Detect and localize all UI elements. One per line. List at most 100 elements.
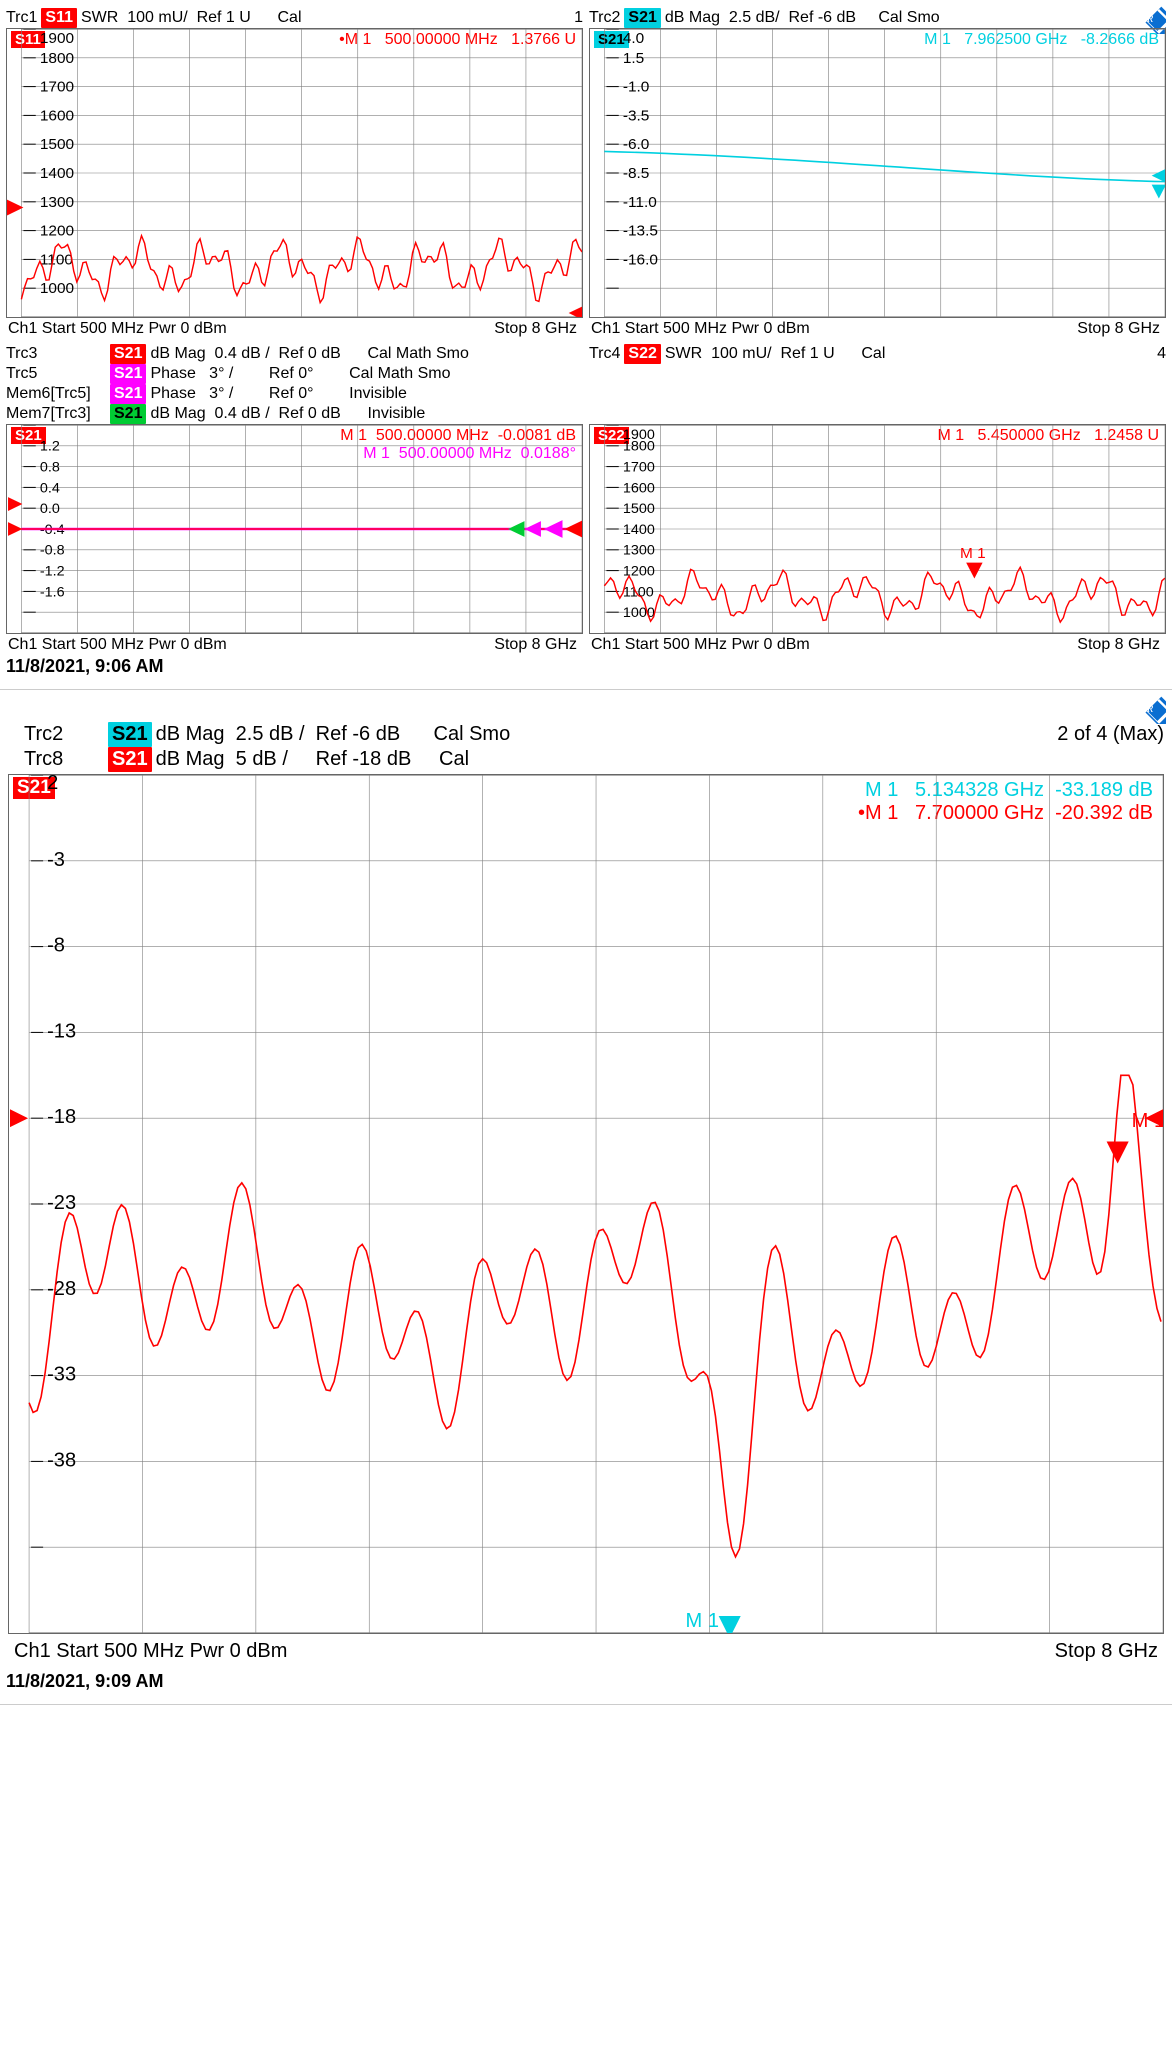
svg-text:-33: -33 — [47, 1364, 76, 1386]
svg-text:M 1: M 1 — [686, 1610, 719, 1632]
trace-settings: SWR 100 mU/ Ref 1 U Cal — [665, 344, 886, 364]
trace-settings: Phase 3° / Ref 0° Cal Math Smo — [150, 364, 450, 384]
svg-text:-38: -38 — [47, 1449, 76, 1471]
s-param-chip[interactable]: S21 — [110, 384, 146, 404]
svg-text:1400: 1400 — [40, 165, 74, 182]
trace-header: Trc2S21dB Mag 2.5 dB / Ref -6 dB Cal Smo… — [24, 722, 1164, 772]
chart-area[interactable]: S21 M 1 7.962500 GHz -8.2666 dB 4.01.5-1… — [589, 28, 1166, 318]
svg-text:1400: 1400 — [623, 521, 655, 537]
panel-s21-dbmag: Trc2 S21 dB Mag 2.5 dB/ Ref -6 dB Cal Sm… — [589, 8, 1166, 338]
chart-svg: 1900 1800 1700 1600 1500 1400 1300 1200 1100 1000 — [7, 29, 582, 317]
svg-text:1000: 1000 — [40, 280, 74, 297]
svg-text:1600: 1600 — [40, 108, 74, 125]
svg-text:-13.5: -13.5 — [623, 223, 658, 240]
trace-header: Trc1 S11 SWR 100 mU/ Ref 1 U Cal 1 — [6, 8, 583, 28]
chart-area[interactable]: S21 M 1 5.134328 GHz -33.189 dB •M 1 7.7… — [8, 774, 1164, 1634]
trace-index: 2 of 4 (Max) — [1057, 722, 1164, 747]
trace-name: Trc5 — [6, 364, 106, 384]
channel-footer: Ch1 Start 500 MHz Pwr 0 dBm Stop 8 GHz — [589, 318, 1166, 338]
svg-text:-18: -18 — [47, 1106, 76, 1128]
trace-settings: dB Mag 0.4 dB / Ref 0 dB Cal Math Smo — [150, 344, 468, 364]
s-param-chip[interactable]: S21 — [624, 8, 660, 28]
svg-text:1.2: 1.2 — [40, 438, 60, 454]
svg-text:1000: 1000 — [623, 604, 655, 620]
screenshot-timestamp: 11/8/2021, 9:06 AM — [0, 654, 1172, 685]
svg-text:1800: 1800 — [623, 438, 655, 454]
panel-s22-swr: Trc4 S22 SWR 100 mU/ Ref 1 U Cal 4 S22 M… — [589, 344, 1166, 654]
trace-settings: dB Mag 2.5 dB / Ref -6 dB Cal Smo — [156, 722, 511, 747]
svg-text:1300: 1300 — [40, 194, 74, 211]
svg-text:0.4: 0.4 — [40, 480, 60, 496]
vna-screenshot-bottom: R Trc2S21dB Mag 2.5 dB / Ref -6 dB Cal S… — [0, 690, 1172, 1705]
svg-text:-8: -8 — [47, 935, 65, 957]
chart-svg: 1.20.80.40.0-0.4-0.8-1.2-1.6 — [7, 425, 582, 633]
svg-text:1100: 1100 — [40, 252, 73, 269]
trace-index: 4 — [1157, 344, 1166, 364]
channel-footer: Ch1 Start 500 MHz Pwr 0 dBm Stop 8 GHz — [0, 1634, 1172, 1669]
svg-text:-13: -13 — [47, 1020, 76, 1042]
chart-area[interactable]: S21 M 1 500.00000 MHz -0.0081 dB M 1 500… — [6, 424, 583, 634]
svg-text:-16.0: -16.0 — [623, 252, 658, 269]
trace-settings: dB Mag 2.5 dB/ Ref -6 dB Cal Smo — [665, 8, 940, 28]
s-param-chip[interactable]: S21 — [110, 364, 146, 384]
s-param-chip[interactable]: S21 — [110, 344, 146, 364]
svg-text:-23: -23 — [47, 1192, 76, 1214]
svg-text:-3.5: -3.5 — [623, 108, 650, 125]
svg-text:-11.0: -11.0 — [623, 194, 657, 211]
trace-header: Trc4 S22 SWR 100 mU/ Ref 1 U Cal 4 — [589, 344, 1166, 424]
s-param-chip[interactable]: S21 — [110, 404, 146, 424]
svg-text:1700: 1700 — [40, 79, 74, 96]
trace-header: Trc2 S21 dB Mag 2.5 dB/ Ref -6 dB Cal Sm… — [589, 8, 1166, 28]
svg-text:1700: 1700 — [623, 459, 655, 475]
chart-svg: 4.0 1.5 -1.0 -3.5 -6.0 -8.5 -11.0 -13.5 -16.0 — [590, 29, 1165, 317]
svg-text:-6.0: -6.0 — [623, 136, 650, 153]
svg-text:R: R — [1146, 14, 1154, 25]
svg-text:1500: 1500 — [40, 136, 74, 153]
svg-text:-0.8: -0.8 — [40, 542, 65, 558]
svg-text:-8.5: -8.5 — [623, 165, 650, 182]
trace-name: Trc1 — [6, 8, 37, 28]
svg-text:1600: 1600 — [623, 480, 655, 496]
panel-s11-swr: Trc1 S11 SWR 100 mU/ Ref 1 U Cal 1 S11 •… — [6, 8, 583, 338]
svg-text:1100: 1100 — [623, 584, 654, 600]
trace-name: Trc3 — [6, 344, 106, 364]
vna-screenshot-top: R Trc1 S11 SWR 100 mU/ Ref 1 U Cal 1 S11… — [0, 0, 1172, 690]
s-param-chip[interactable]: S21 — [108, 722, 152, 747]
chart-area[interactable]: S11 •M 1 500.00000 MHz 1.3766 U 19001800… — [6, 28, 583, 318]
svg-text:1300: 1300 — [623, 542, 655, 558]
trace-index: 1 — [574, 8, 583, 28]
trace-name: Mem7[Trc3] — [6, 404, 106, 424]
trace-settings: SWR 100 mU/ Ref 1 U Cal — [81, 8, 302, 28]
channel-footer: Ch1 Start 500 MHz Pwr 0 dBm Stop 8 GHz — [6, 318, 583, 338]
trace-header: Trc3S21dB Mag 0.4 dB / Ref 0 dB Cal Math… — [6, 344, 583, 424]
svg-text:-28: -28 — [47, 1278, 76, 1300]
svg-text:M 1: M 1 — [960, 545, 986, 562]
trace-name: Trc2 — [24, 722, 104, 747]
screenshot-timestamp: 11/8/2021, 9:09 AM — [0, 1669, 1172, 1700]
s-param-chip[interactable]: S11 — [41, 8, 77, 28]
s-param-chip[interactable]: S22 — [624, 344, 660, 364]
trace-name: Mem6[Trc5] — [6, 384, 106, 404]
chart-svg: 2-3-8-13-18-23-28-33-38M 1M 1 — [9, 775, 1163, 1633]
svg-text:-1.2: -1.2 — [40, 563, 65, 579]
svg-text:R: R — [1146, 704, 1154, 715]
trace-name: Trc2 — [589, 8, 620, 28]
svg-text:1900: 1900 — [40, 30, 74, 47]
svg-text:0.0: 0.0 — [40, 500, 60, 516]
svg-text:-1.0: -1.0 — [623, 79, 650, 96]
trace-settings: dB Mag 0.4 dB / Ref 0 dB Invisible — [150, 404, 425, 424]
panel-s21-calmath: Trc3S21dB Mag 0.4 dB / Ref 0 dB Cal Math… — [6, 344, 583, 654]
chart-area[interactable]: S22 M 1 5.450000 GHz 1.2458 U 1900180017… — [589, 424, 1166, 634]
svg-text:4.0: 4.0 — [623, 30, 644, 47]
svg-text:1500: 1500 — [623, 500, 655, 516]
trace-settings: dB Mag 5 dB / Ref -18 dB Cal — [156, 747, 469, 772]
svg-text:1.5: 1.5 — [623, 50, 644, 67]
chart-svg: 1900180017001600150014001300120011001000… — [590, 425, 1165, 633]
svg-text:1800: 1800 — [40, 50, 74, 67]
trace-name: Trc4 — [589, 344, 620, 364]
channel-footer: Ch1 Start 500 MHz Pwr 0 dBm Stop 8 GHz — [6, 634, 583, 654]
svg-text:-1.6: -1.6 — [40, 584, 65, 600]
svg-text:1200: 1200 — [40, 223, 74, 240]
s-param-chip[interactable]: S21 — [108, 747, 152, 772]
channel-footer: Ch1 Start 500 MHz Pwr 0 dBm Stop 8 GHz — [589, 634, 1166, 654]
